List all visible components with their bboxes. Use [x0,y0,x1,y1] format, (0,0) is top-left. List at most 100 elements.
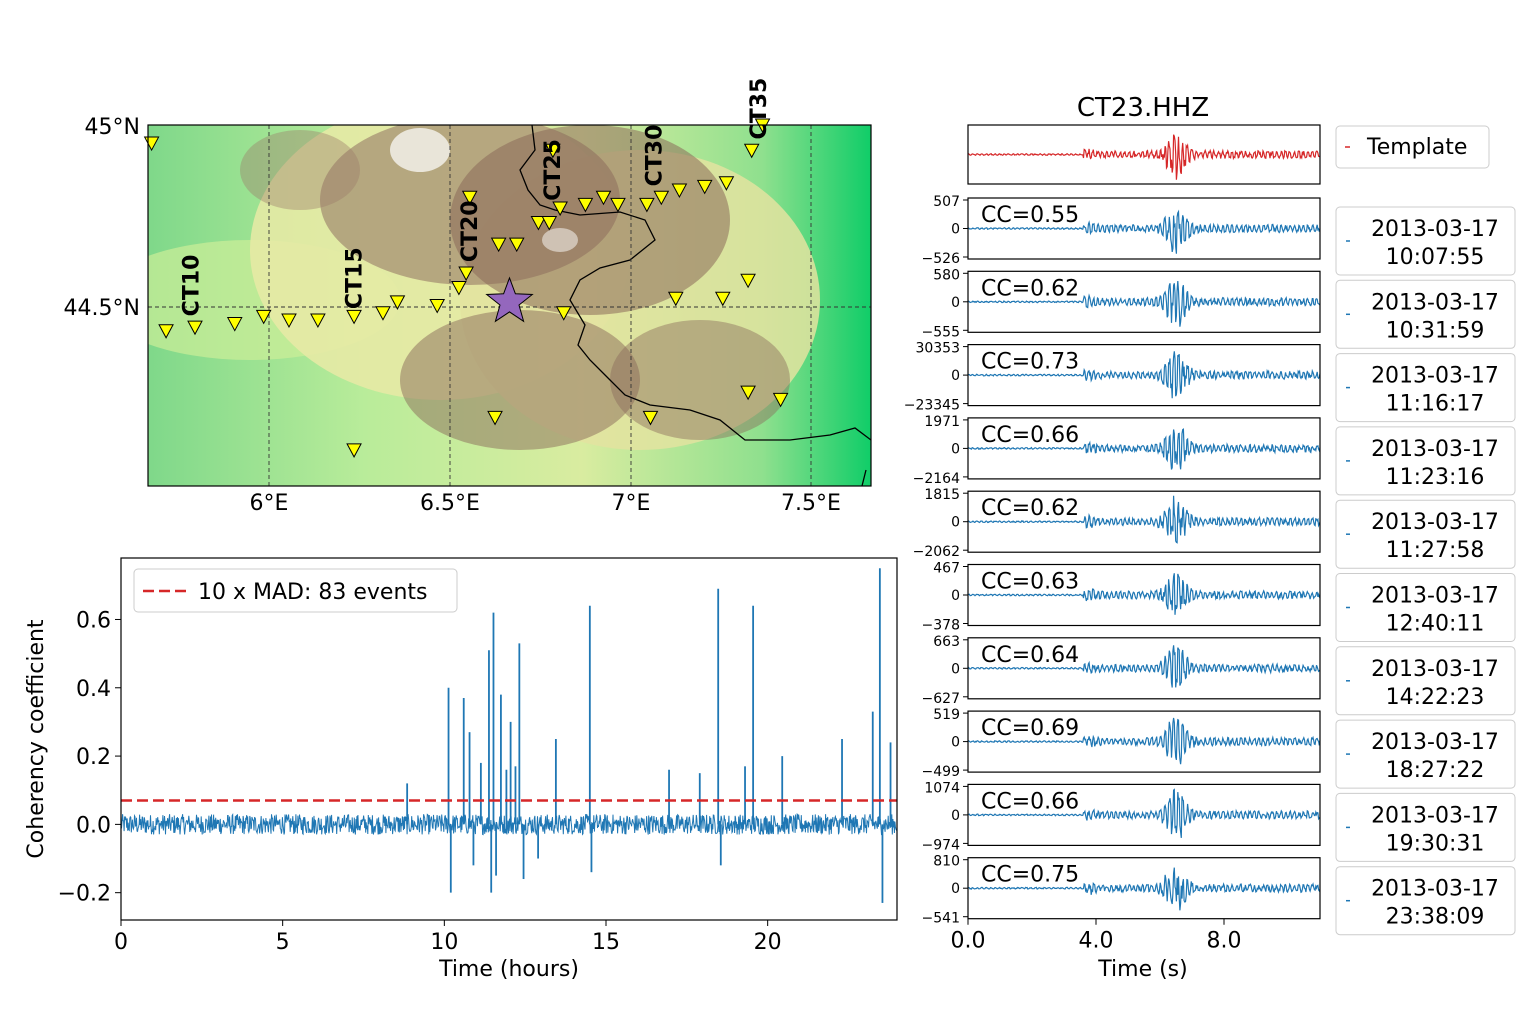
station-marker [226,317,243,332]
y-max-label: 519 [933,707,960,723]
y-zero-label: 0 [951,808,960,824]
coherency-x-label: Time (hours) [438,957,579,982]
event-axis: 1971 0 −2164 CC=0.66 [913,414,1321,487]
station-label: CT20 [458,200,483,262]
event-axes: 507 0 −526 CC=0.55 580 0 −555 CC=0.62 30353 0 −233… [904,194,1321,927]
event-axis: 507 0 −526 CC=0.55 [922,194,1321,267]
coherency-noise-band [121,812,897,836]
event-legends: 2013-03-1710:07:552013-03-1710:31:592013… [1335,206,1516,936]
station-marker [281,313,297,328]
y-zero-label: 0 [951,588,960,604]
event-legend: 2013-03-17 11:23:16 [1335,426,1516,496]
station-label: CT35 [747,78,772,140]
event-legend: 2013-03-17 10:07:55 [1335,206,1516,276]
event-time: 19:30:31 [1386,831,1485,856]
y-tick-label: 0.6 [76,608,111,633]
cc-label: CC=0.62 [981,496,1079,521]
y-zero-label: 0 [951,661,960,677]
station-marker [577,197,594,213]
terrain [148,125,871,486]
station-marker [310,313,326,328]
y-min-label: −541 [922,911,960,927]
y-zero-label: 0 [951,881,960,897]
template-legend: Template [1335,125,1490,169]
y-tick-label: 0.0 [76,813,111,838]
station-marker [740,273,756,289]
map-gridlines [148,125,871,486]
y-max-label: 1815 [924,487,960,503]
waveform-trace [967,645,1321,688]
y-max-label: 507 [933,194,960,210]
event-time: 10:31:59 [1386,318,1485,343]
event-time: 23:38:09 [1386,905,1485,930]
waveform-trace [967,351,1321,399]
station-marker [255,309,272,325]
station-marker [389,295,406,310]
station-labels: CT10 CT15 CT20 CT25 CT30 CT35 [180,78,773,317]
station-marker [696,179,713,195]
event-time: 11:16:17 [1386,392,1485,417]
coherency-panel: 0 5 10 15 20 −0.2 0.0 0.2 0.4 0.6 Time (hours) C… [24,557,898,982]
template-axis [967,124,1321,185]
y-min-label: −627 [922,691,960,707]
lat-tick-label: 45°N [85,115,140,140]
lon-tick-label: 7°E [612,491,651,516]
y-tick-label: 0.4 [76,677,111,702]
event-date: 2013-03-17 [1371,657,1499,682]
station-marker [541,215,558,231]
cc-label: CC=0.64 [981,643,1079,668]
event-legend: 2013-03-17 23:38:09 [1335,866,1516,936]
event-date: 2013-03-17 [1371,803,1499,828]
y-max-label: 1074 [924,780,960,796]
station-marker [714,291,731,307]
event-axis: 467 0 −378 CC=0.63 [922,561,1321,634]
x-tick-label: 15 [592,930,620,955]
event-date: 2013-03-17 [1371,584,1499,609]
waveform-x-ticks: 0.0 4.0 8.0 [951,918,1242,954]
y-max-label: 30353 [915,341,960,357]
station-marker [451,280,467,296]
y-max-label: 810 [933,854,960,870]
station-marker [718,176,735,191]
legend-label: 10 x MAD: 83 events [198,580,428,605]
y-min-label: −23345 [904,398,960,414]
event-legend: 2013-03-17 14:22:23 [1335,646,1516,716]
station-marker [639,197,655,213]
event-date: 2013-03-17 [1371,510,1499,535]
event-legend: 2013-03-17 19:30:31 [1335,792,1516,862]
station-marker [743,143,760,159]
event-axis: 30353 0 −23345 CC=0.73 [904,341,1321,414]
y-zero-label: 0 [951,295,960,311]
waveform-trace [967,867,1321,911]
station-marker [740,385,756,401]
cc-label: CC=0.75 [981,863,1079,888]
event-legend: 2013-03-17 11:16:17 [1335,353,1516,423]
event-date: 2013-03-17 [1371,437,1499,462]
station-marker [429,299,446,314]
event-time: 11:27:58 [1386,538,1485,563]
epicenter-star [485,276,534,323]
station-marker [375,306,391,321]
y-min-label: −526 [922,251,961,267]
event-legend: 2013-03-17 11:27:58 [1335,499,1516,569]
y-max-label: 467 [933,561,960,577]
event-time: 12:40:11 [1386,612,1485,637]
event-axis: 1815 0 −2062 CC=0.62 [913,487,1321,560]
coherency-legend: 10 x MAD: 83 events [133,568,458,613]
event-date: 2013-03-17 [1371,877,1499,902]
lon-tick-label: 7.5°E [781,491,841,516]
y-min-label: −499 [922,764,960,780]
waveform-trace [967,717,1321,765]
cc-label: CC=0.63 [981,570,1079,595]
waveform-x-label: Time (s) [1097,957,1187,982]
y-min-label: −555 [922,324,960,340]
station-marker [595,190,612,206]
station-marker [187,320,203,336]
event-date: 2013-03-17 [1371,290,1499,315]
station-marker [653,190,670,206]
y-min-label: −2164 [913,471,960,487]
x-tick-label: 0 [114,930,128,955]
station-marker [545,143,561,159]
coherency-y-ticks: −0.2 0.0 0.2 0.4 0.6 [58,608,121,907]
event-time: 10:07:55 [1386,245,1485,270]
